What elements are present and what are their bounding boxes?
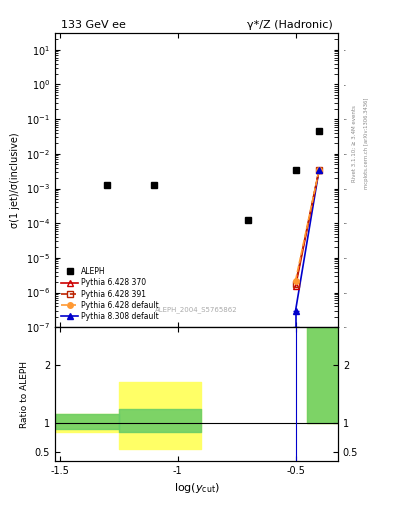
- Y-axis label: Ratio to ALEPH: Ratio to ALEPH: [20, 360, 29, 428]
- Legend: ALEPH, Pythia 6.428 370, Pythia 6.428 391, Pythia 6.428 default, Pythia 8.308 de: ALEPH, Pythia 6.428 370, Pythia 6.428 39…: [59, 265, 161, 324]
- Text: mcplots.cern.ch [arXiv:1306.3436]: mcplots.cern.ch [arXiv:1306.3436]: [364, 98, 369, 189]
- Line: ALEPH: ALEPH: [104, 128, 322, 224]
- ALEPH: [152, 181, 156, 187]
- ALEPH: [293, 166, 298, 173]
- Text: Rivet 3.1.10; ≥ 3.4M events: Rivet 3.1.10; ≥ 3.4M events: [352, 105, 357, 182]
- ALEPH: [105, 181, 109, 187]
- ALEPH: [317, 128, 321, 134]
- Text: γ*/Z (Hadronic): γ*/Z (Hadronic): [246, 20, 332, 30]
- Y-axis label: σ(1 jet)/σ(inclusive): σ(1 jet)/σ(inclusive): [10, 133, 20, 228]
- Text: 133 GeV ee: 133 GeV ee: [61, 20, 125, 30]
- X-axis label: $\log(y_{\rm cut})$: $\log(y_{\rm cut})$: [174, 481, 219, 495]
- ALEPH: [246, 218, 251, 224]
- Text: ALEPH_2004_S5765862: ALEPH_2004_S5765862: [155, 306, 238, 312]
